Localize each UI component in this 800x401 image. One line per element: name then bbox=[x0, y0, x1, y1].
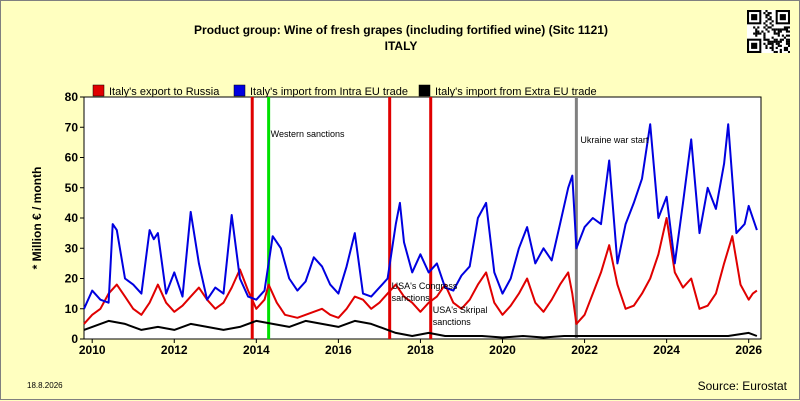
event-label: sanctions bbox=[433, 317, 472, 327]
legend-label: Italy's import from Intra EU trade bbox=[250, 86, 408, 98]
y-tick-label: 0 bbox=[71, 332, 78, 346]
event-label: sanctions bbox=[392, 293, 431, 303]
x-tick-label: 2022 bbox=[571, 343, 598, 357]
date-label: 18.8.2026 bbox=[27, 381, 63, 390]
legend-swatch bbox=[92, 84, 105, 97]
series-line-2 bbox=[83, 319, 758, 339]
x-tick-label: 2020 bbox=[489, 343, 516, 357]
legend-label: Italy's export to Russia bbox=[109, 86, 220, 98]
y-tick-label: 10 bbox=[65, 302, 79, 316]
x-tick-label: 2016 bbox=[325, 343, 352, 357]
y-tick-label: 60 bbox=[65, 151, 79, 165]
x-tick-label: 2024 bbox=[653, 343, 680, 357]
x-tick-label: 2026 bbox=[735, 343, 762, 357]
qr-code-icon bbox=[747, 10, 790, 53]
event-label: Western sanctions bbox=[271, 129, 345, 139]
event-label: Ukraine war start bbox=[580, 135, 649, 145]
y-tick-label: 30 bbox=[65, 241, 79, 255]
y-tick-label: 50 bbox=[65, 181, 79, 195]
chart-subtitle: ITALY bbox=[384, 39, 418, 53]
chart-title: Product group: Wine of fresh grapes (inc… bbox=[194, 23, 608, 37]
event-label: USA's Congress bbox=[392, 281, 458, 291]
x-tick-label: 2018 bbox=[407, 343, 434, 357]
y-tick-label: 20 bbox=[65, 272, 79, 286]
series-line-0 bbox=[83, 217, 758, 325]
source-label: Source: Eurostat bbox=[697, 379, 787, 393]
y-tick-label: 80 bbox=[65, 90, 79, 104]
y-axis-label: * Million € / month bbox=[30, 167, 44, 270]
event-label: USA's Skripal bbox=[433, 305, 488, 315]
legend-swatch bbox=[418, 84, 431, 97]
y-tick-label: 40 bbox=[65, 211, 79, 225]
legend-label: Italy's import from Extra EU trade bbox=[435, 86, 597, 98]
y-tick-label: 70 bbox=[65, 120, 79, 134]
x-tick-label: 2012 bbox=[161, 343, 188, 357]
series-line-1 bbox=[83, 123, 758, 310]
legend-swatch bbox=[233, 84, 246, 97]
x-tick-label: 2010 bbox=[79, 343, 106, 357]
x-tick-label: 2014 bbox=[243, 343, 270, 357]
